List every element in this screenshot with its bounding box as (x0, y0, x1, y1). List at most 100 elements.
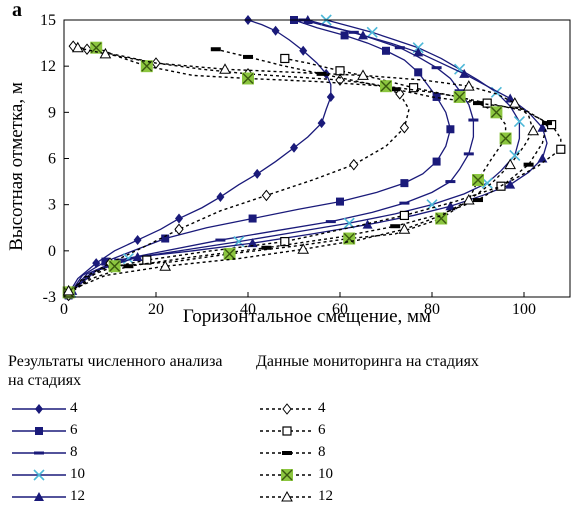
legend-marker-6 (282, 426, 292, 436)
numerical-point-4 (290, 142, 298, 153)
y-tick-label: 15 (40, 12, 56, 29)
legend-marker-8 (34, 451, 44, 455)
monitoring-point-6 (142, 255, 152, 265)
monitoring-point-12 (462, 194, 475, 205)
legend-numerical-item-8: 8 (10, 442, 150, 464)
numerical-point-6 (340, 31, 349, 40)
legend-monitoring-item-4: 4 (258, 398, 398, 420)
legend-swatch (12, 492, 66, 501)
y-tick-label: 12 (40, 58, 56, 75)
monitoring-point-10 (380, 80, 392, 93)
x-tick-label: 20 (148, 301, 164, 318)
numerical-point-6 (446, 125, 455, 134)
monitoring-point-12 (62, 284, 75, 296)
numerical-point-4 (271, 25, 280, 36)
legend-monitoring-item-10: 10 (258, 464, 398, 486)
y-tick-label: 6 (48, 151, 56, 168)
legend-marker-10 (281, 469, 293, 481)
monitoring-point-4 (82, 43, 92, 56)
legend-monitoring-item-6: 6 (258, 420, 398, 442)
y-tick-label: -3 (43, 289, 56, 306)
monitoring-point-12 (508, 97, 521, 108)
legend-label: 8 (70, 444, 78, 460)
legend-monitoring-item-8: 8 (258, 442, 398, 464)
legend-swatch (260, 426, 314, 436)
numerical-point-12 (362, 219, 373, 229)
numerical-point-6 (400, 179, 409, 188)
numerical-point-6 (414, 68, 423, 77)
legend-numerical-item-6: 6 (10, 420, 150, 442)
legend-numerical-item-10: 10 (10, 464, 150, 486)
legend-swatch (12, 469, 66, 481)
monitoring-point-12 (462, 80, 475, 91)
monitoring-point-10 (490, 106, 503, 119)
monitoring-point-10 (140, 60, 153, 73)
legend-monitoring-item-12: 12 (258, 486, 398, 508)
numerical-point-8 (463, 152, 474, 156)
monitoring-point-6 (556, 144, 566, 154)
numerical-point-4 (299, 45, 308, 56)
legend-label: 4 (318, 400, 326, 416)
numerical-point-12 (358, 30, 368, 40)
monitoring-point-10 (242, 72, 254, 85)
legend-label: 6 (70, 422, 78, 438)
numerical-point-8 (454, 89, 465, 93)
monitoring-point-4 (395, 88, 405, 100)
monitoring-point-8 (261, 245, 272, 250)
legend-title-monitoring: Данные мониторинга на стадиях (256, 353, 479, 370)
monitoring-point-6 (335, 66, 345, 76)
numerical-point-8 (215, 238, 226, 242)
numerical-point-6 (101, 257, 110, 266)
numerical-point-8 (325, 220, 336, 224)
x-tick-label: 80 (424, 301, 440, 318)
monitoring-point-8 (523, 162, 534, 167)
monitoring-point-8 (243, 54, 253, 59)
monitoring-point-12 (297, 243, 310, 254)
numerical-series-line-10 (70, 19, 521, 293)
monitoring-point-4 (174, 223, 184, 236)
monitoring-point-6 (280, 53, 290, 64)
x-axis-label: Горизонтальное смещение, мм (183, 306, 431, 327)
monitoring-point-12 (159, 260, 172, 271)
monitoring-point-10 (499, 132, 512, 145)
monitoring-point-10 (472, 174, 484, 187)
monitoring-point-12 (99, 47, 112, 59)
legend-swatch (12, 451, 66, 455)
numerical-point-10 (426, 199, 438, 211)
numerical-point-6 (248, 214, 257, 223)
numerical-point-12 (459, 68, 470, 78)
monitoring-point-12 (71, 41, 84, 53)
y-tick-label: 0 (48, 243, 56, 260)
legend-marker-4 (35, 404, 43, 414)
monitoring-point-8 (473, 198, 483, 203)
numerical-point-6 (432, 92, 441, 101)
legend-label: 6 (318, 422, 326, 438)
monitoring-point-12 (504, 158, 517, 170)
monitoring-point-6 (482, 98, 492, 108)
y-tick-label: 9 (48, 104, 56, 121)
legend-marker-12 (34, 492, 44, 501)
numerical-point-8 (399, 201, 410, 205)
monitoring-series-line-10 (68, 47, 507, 293)
monitoring-point-10 (223, 247, 236, 260)
numerical-point-4 (326, 91, 335, 102)
x-tick-label: 100 (512, 301, 536, 318)
numerical-point-4 (175, 213, 183, 224)
legend-label: 12 (318, 488, 333, 504)
y-tick-label: 3 (48, 197, 56, 214)
numerical-point-12 (132, 251, 143, 261)
numerical-point-6 (382, 46, 390, 55)
monitoring-point-8 (123, 264, 134, 269)
legend-label: 8 (318, 444, 326, 460)
legend-label: 10 (318, 466, 333, 482)
legend-swatch (12, 427, 66, 435)
numerical-point-12 (247, 238, 258, 248)
legend-swatch (260, 469, 314, 481)
numerical-series-line-4 (67, 19, 332, 296)
monitoring-point-10 (90, 41, 103, 54)
legend-marker-6 (35, 427, 43, 435)
y-axis-label: Высотная отметка, м (6, 82, 27, 251)
numerical-point-8 (114, 258, 125, 262)
monitoring-point-8 (210, 47, 221, 52)
legend-marker-12 (281, 490, 293, 502)
